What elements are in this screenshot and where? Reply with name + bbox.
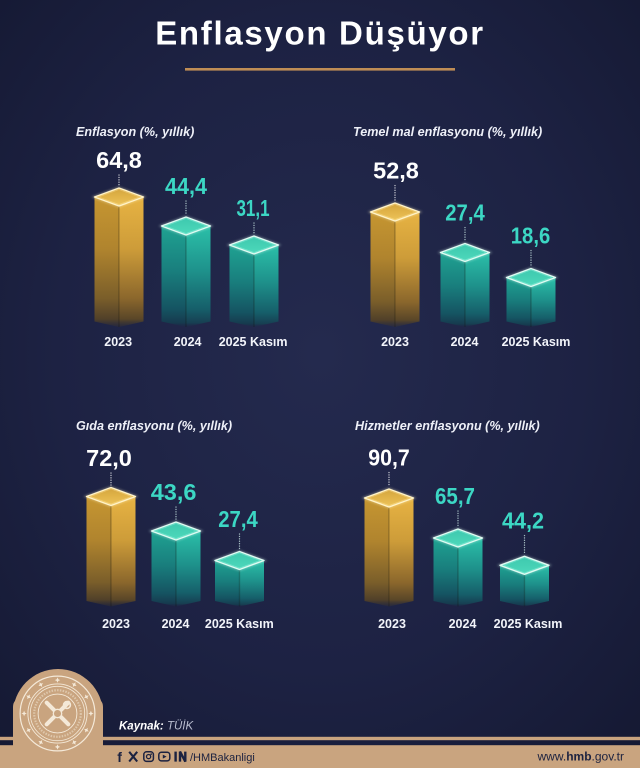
svg-text:2025 Kasım: 2025 Kasım: [205, 617, 274, 631]
svg-text:2025 Kasım: 2025 Kasım: [502, 335, 571, 349]
svg-text:64,8: 64,8: [96, 147, 142, 173]
svg-text:2024: 2024: [162, 617, 190, 631]
svg-text:2025 Kasım: 2025 Kasım: [219, 335, 288, 349]
svg-text:43,6: 43,6: [151, 479, 197, 505]
svg-text:f: f: [117, 749, 122, 765]
svg-text:52,8: 52,8: [373, 158, 419, 184]
svg-text:Kaynak: TÜİK: Kaynak: TÜİK: [119, 721, 194, 733]
svg-text:2023: 2023: [104, 335, 132, 349]
svg-text:2023: 2023: [102, 617, 130, 631]
svg-text:18,6: 18,6: [511, 223, 551, 249]
svg-text:Hizmetler enflasyonu (%, yıllı: Hizmetler enflasyonu (%, yıllık): [355, 419, 540, 433]
svg-text:Enflasyon Düşüyor: Enflasyon Düşüyor: [155, 15, 485, 52]
svg-text:44,4: 44,4: [165, 173, 207, 199]
svg-text:www.hmb.gov.tr: www.hmb.gov.tr: [537, 750, 624, 764]
svg-text:31,1: 31,1: [237, 195, 270, 221]
svg-text:90,7: 90,7: [368, 445, 410, 471]
svg-text:2023: 2023: [378, 617, 406, 631]
svg-text:Enflasyon (%, yıllık): Enflasyon (%, yıllık): [76, 125, 194, 139]
svg-text:2024: 2024: [449, 617, 477, 631]
svg-text:Gıda enflasyonu (%, yıllık): Gıda enflasyonu (%, yıllık): [76, 419, 232, 433]
svg-text:27,4: 27,4: [218, 506, 258, 532]
svg-text:72,0: 72,0: [86, 445, 132, 471]
svg-text:/HMBakanligi: /HMBakanligi: [190, 752, 255, 764]
svg-text:2024: 2024: [174, 335, 202, 349]
svg-text:2025 Kasım: 2025 Kasım: [494, 617, 563, 631]
svg-text:Temel mal enflasyonu (%, yıllı: Temel mal enflasyonu (%, yıllık): [353, 125, 542, 139]
svg-text:2023: 2023: [381, 335, 409, 349]
svg-text:2024: 2024: [451, 335, 479, 349]
svg-text:65,7: 65,7: [435, 483, 475, 509]
svg-text:44,2: 44,2: [502, 508, 544, 534]
svg-text:27,4: 27,4: [445, 200, 485, 226]
